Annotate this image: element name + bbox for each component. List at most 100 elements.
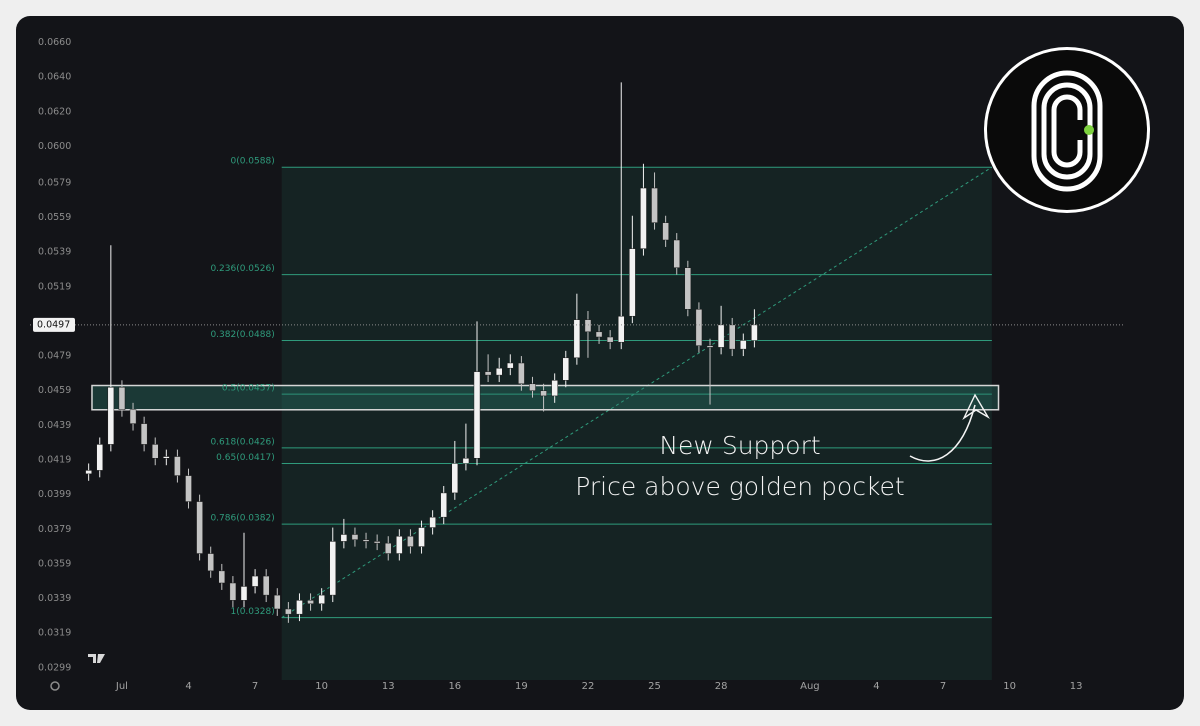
candle-body	[673, 239, 681, 268]
annotation: Price above golden pocket	[575, 472, 905, 501]
candle-body	[506, 362, 514, 369]
candle-body	[584, 319, 592, 333]
candle-body	[662, 222, 669, 241]
candle-body	[318, 594, 325, 605]
x-tick-label: 16	[448, 681, 461, 692]
plot-area	[85, 82, 1000, 680]
fib-region	[281, 167, 992, 680]
y-tick-label: 0.0459	[38, 385, 71, 396]
y-tick-label: 0.0339	[38, 593, 71, 604]
candle-body	[740, 340, 747, 350]
current-price-box	[33, 317, 75, 332]
candle-body	[529, 383, 536, 391]
x-tick-label: 28	[715, 681, 728, 692]
candle-body	[706, 345, 714, 348]
candle-body	[307, 600, 314, 605]
y-tick-label: 0.0559	[38, 212, 71, 223]
y-tick-label: 0.0579	[38, 177, 71, 188]
annotation-arrow	[909, 404, 976, 462]
y-tick-label: 0.0359	[38, 558, 71, 569]
candle-body	[640, 187, 647, 249]
candle-body	[495, 367, 503, 376]
candle-body	[751, 324, 758, 341]
x-tick-label: 10	[1003, 681, 1016, 692]
fib-level-label: 0.65(0.0417)	[216, 453, 275, 463]
candle-body	[418, 527, 425, 547]
candle-body	[296, 600, 303, 615]
x-tick-label: 13	[382, 681, 395, 692]
candle-body	[329, 541, 337, 596]
candle-body	[273, 594, 281, 610]
candle-body	[196, 501, 203, 554]
candle-body	[96, 444, 104, 471]
y-tick-label: 0.0319	[38, 628, 71, 639]
tradingview-logo	[88, 654, 105, 663]
y-tick-label: 0.0299	[38, 662, 71, 673]
fib-level-label: 0(0.0588)	[230, 157, 274, 167]
fib-level-label: 0.5(0.0457)	[222, 384, 275, 394]
candle-body	[163, 456, 170, 459]
candle-body	[174, 456, 181, 476]
x-tick-label: 25	[648, 681, 661, 692]
y-tick-label: 0.0640	[38, 72, 71, 83]
x-tick-label: Aug	[800, 681, 820, 692]
x-tick-label: 7	[252, 681, 258, 692]
candle-body	[240, 586, 248, 601]
brand-logo	[984, 47, 1150, 213]
candle-body	[651, 187, 658, 223]
candle-body	[562, 357, 570, 381]
candle-body	[451, 463, 459, 494]
fib-level-label: 1(0.0328)	[230, 607, 274, 617]
candle-body	[462, 458, 470, 464]
candle-body	[684, 267, 692, 310]
candle-body	[429, 516, 436, 528]
x-tick-label: 19	[515, 681, 528, 692]
x-tick-label: 22	[582, 681, 595, 692]
candle-body	[484, 371, 492, 376]
candle-body	[362, 539, 370, 542]
y-tick-label: 0.0539	[38, 247, 71, 258]
candle-body	[140, 423, 148, 445]
candle-body	[229, 582, 237, 601]
y-tick-label: 0.0479	[38, 351, 71, 362]
candle-body	[262, 575, 270, 596]
y-tick-label: 0.0620	[38, 106, 71, 117]
y-tick-label: 0.0660	[38, 37, 71, 48]
y-tick-label: 0.0600	[38, 141, 71, 152]
candle-body	[207, 553, 215, 572]
y-tick-label: 0.0379	[38, 524, 71, 535]
candle-body	[251, 575, 259, 587]
y-tick-label: 0.0439	[38, 420, 71, 431]
candle-body	[540, 390, 547, 397]
fib-level-label: 0.618(0.0426)	[210, 437, 274, 447]
candle-body	[717, 324, 725, 348]
candle-body	[396, 535, 403, 554]
candle-body	[595, 331, 603, 338]
candle-body	[473, 371, 481, 459]
candle-body	[129, 409, 137, 424]
candle-body	[185, 475, 192, 502]
candle-body	[728, 324, 736, 350]
fib-level-label: 0.236(0.0526)	[210, 264, 274, 274]
candle-body	[373, 541, 381, 544]
candle-body	[85, 470, 92, 475]
candle-body	[606, 336, 614, 343]
current-price-label: 0.0497	[37, 319, 70, 330]
candle-body	[218, 570, 226, 584]
candle-body	[695, 309, 703, 346]
x-tick-label: 4	[185, 681, 191, 692]
candle-body	[518, 362, 525, 385]
candle-body	[629, 248, 636, 317]
candle-body	[573, 319, 581, 359]
candle-body	[351, 534, 359, 540]
y-tick-label: 0.0419	[38, 455, 71, 466]
fib-level-label: 0.382(0.0488)	[210, 330, 274, 340]
y-tick-label: 0.0399	[38, 489, 71, 500]
x-tick-label: Jul	[115, 681, 128, 692]
support-zone	[91, 384, 1000, 411]
candle-body	[384, 542, 392, 554]
arrow-head	[962, 393, 990, 420]
candle-body	[551, 380, 558, 397]
